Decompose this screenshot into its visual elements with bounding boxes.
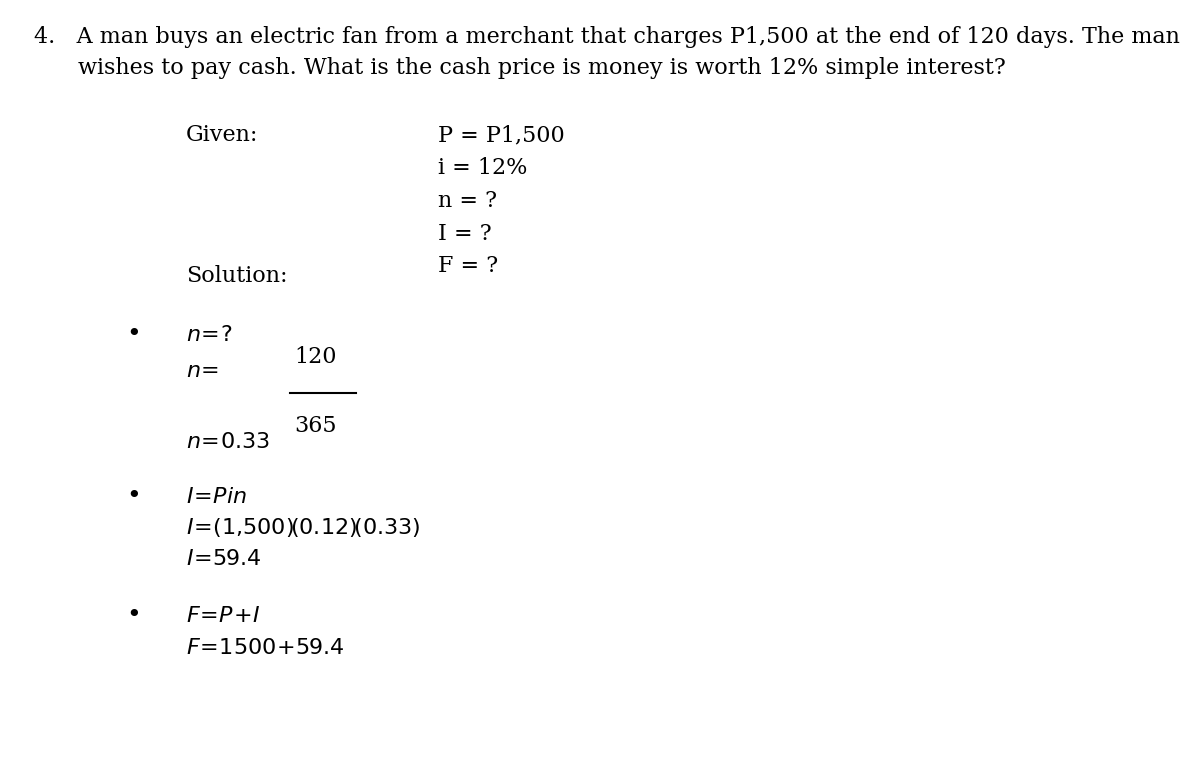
Text: F = ?: F = ? [438, 255, 498, 277]
Text: $I\!=\!Pin$: $I\!=\!Pin$ [186, 487, 247, 507]
Text: 4.   A man buys an electric fan from a merchant that charges P1,500 at the end o: 4. A man buys an electric fan from a mer… [34, 26, 1180, 48]
Text: •: • [126, 485, 140, 507]
Text: $F\!=\!1500\!+\!59.4$: $F\!=\!1500\!+\!59.4$ [186, 638, 344, 658]
Text: $I\!=\!59.4$: $I\!=\!59.4$ [186, 550, 262, 569]
Text: wishes to pay cash. What is the cash price is money is worth 12% simple interest: wishes to pay cash. What is the cash pri… [78, 57, 1006, 79]
Text: $n\!=\!?$: $n\!=\!?$ [186, 325, 233, 345]
Text: $I\!=\!\left(1{,}500\right)\!\left(0.12\right)\!\left(0.33\right)$: $I\!=\!\left(1{,}500\right)\!\left(0.12\… [186, 516, 420, 539]
Text: Solution:: Solution: [186, 265, 288, 287]
Text: 365: 365 [294, 415, 336, 437]
Text: Given:: Given: [186, 124, 258, 146]
Text: $n\!=\!$: $n\!=\!$ [186, 362, 220, 381]
Text: $n\!=\!0.33$: $n\!=\!0.33$ [186, 432, 270, 452]
Text: P = P1,500: P = P1,500 [438, 124, 565, 146]
Text: $F\!=\!P\!+\!I$: $F\!=\!P\!+\!I$ [186, 607, 260, 626]
Text: •: • [126, 604, 140, 627]
Text: 120: 120 [294, 346, 336, 368]
Text: I = ?: I = ? [438, 222, 492, 244]
Text: •: • [126, 323, 140, 345]
Text: n = ?: n = ? [438, 189, 497, 211]
Text: i = 12%: i = 12% [438, 157, 527, 179]
